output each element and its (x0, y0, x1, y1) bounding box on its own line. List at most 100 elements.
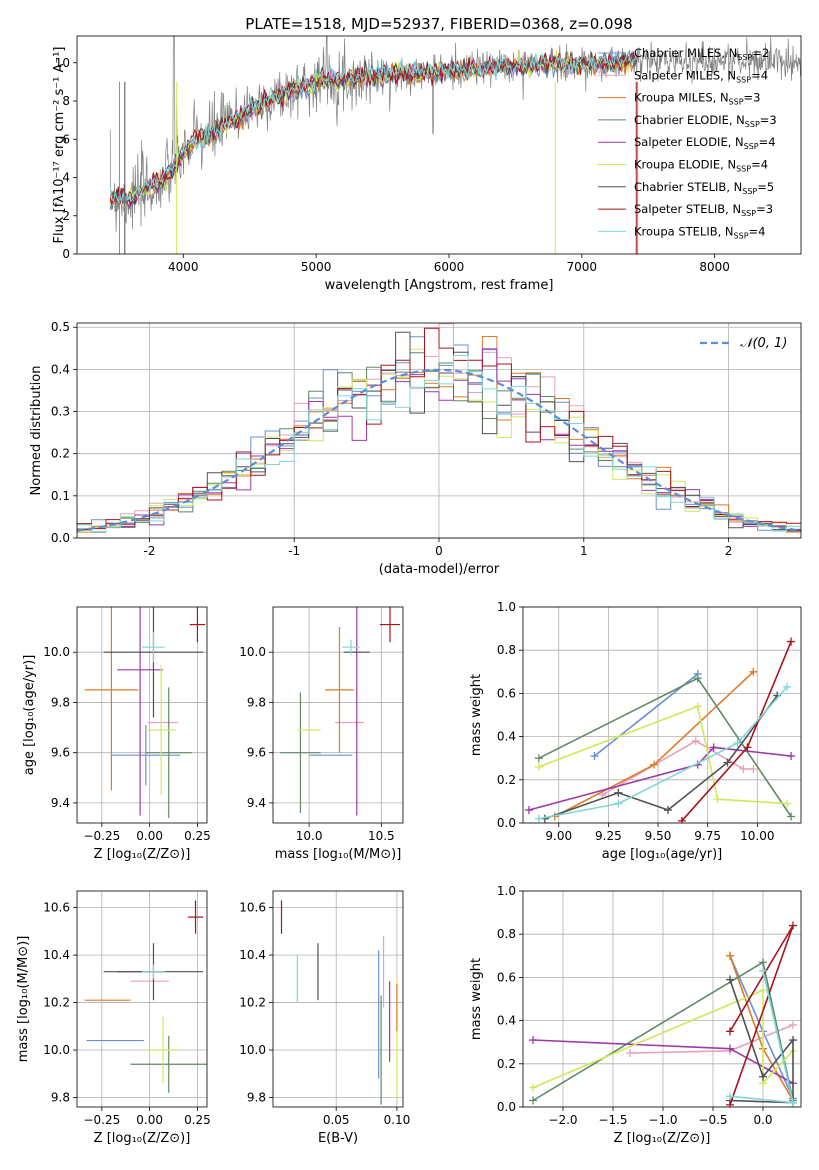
x-tick-label: −0.25 (83, 829, 120, 843)
y-tick-label: 0.0 (497, 816, 516, 830)
axes-frame (522, 890, 802, 1108)
y-tick-label: 9.8 (51, 695, 70, 709)
y-tick-label: 10.6 (239, 901, 266, 915)
x-tick-label: 0.10 (384, 1113, 411, 1127)
y-tick-label: 1.0 (497, 600, 516, 614)
plot-area (109, 36, 801, 254)
x-tick-label: 1 (580, 544, 588, 558)
chart-mass-vs-Z: −0.25 0.00 0.25 9.8 10.0 10.2 10.4 10.6 Z [log₁₀… (16, 890, 211, 1146)
weight-marker (749, 765, 758, 773)
x-tick-label: 0.25 (184, 1113, 211, 1127)
histogram-series (77, 355, 801, 538)
legend-entry: Chabrier MILES, NSSP=2 (634, 46, 769, 62)
legend-entry: Salpeter MILES, NSSP=4 (634, 68, 768, 84)
y-tick-label: 0.1 (51, 489, 70, 503)
weight-marker (759, 986, 767, 995)
y-tick-label: 9.4 (247, 796, 266, 810)
y-tick-label: 0.6 (497, 970, 516, 984)
plot-area (77, 323, 801, 538)
weight-marker (789, 921, 797, 930)
y-tick-label: 10.2 (239, 996, 266, 1010)
weight-marker (677, 816, 686, 823)
weight-marker (787, 812, 796, 821)
y-tick-label: 0.6 (497, 686, 516, 700)
y-tick-label: 10.0 (43, 1043, 70, 1057)
weight-marker (726, 1092, 734, 1101)
weight-marker (787, 637, 796, 646)
x-tick-label: -2 (143, 544, 155, 558)
model-line (109, 50, 637, 204)
weight-series (528, 746, 792, 811)
weight-marker (614, 788, 623, 797)
weight-marker (739, 765, 748, 773)
x-tick-label: −1.0 (648, 1113, 677, 1127)
x-tick-label: 0.00 (136, 1113, 163, 1127)
weight-marker (650, 760, 659, 769)
axes-frame (522, 606, 802, 824)
y-tick-label: 0.8 (497, 643, 516, 657)
chart-weight-vs-age: 9.00 9.25 9.50 9.75 10.00 0.0 0.2 0.4 0.6 0.8 1.0 a… (469, 600, 802, 862)
weight-marker (733, 739, 742, 748)
y-tick-label: 0.4 (51, 362, 70, 376)
x-tick-label: 9.50 (645, 829, 672, 843)
y-tick-label: 0.2 (497, 1057, 516, 1071)
plot-area (84, 900, 207, 1093)
model-line (110, 52, 637, 206)
y-tick-label: 0.0 (51, 531, 70, 545)
y-tick-label: 0.8 (497, 927, 516, 941)
y-tick-label: 10.0 (239, 645, 266, 659)
x-axis-label: wavelength [Angstrom, rest frame] (325, 278, 554, 293)
legend-entry: Chabrier ELODIE, NSSP=3 (634, 113, 777, 129)
x-axis-label: Z [log₁₀(Z/Z⊙)] (94, 847, 191, 862)
legend-entry: 𝒩(0, 1) (740, 336, 787, 351)
x-tick-label: 10.5 (368, 829, 395, 843)
x-tick-label: 9.25 (595, 829, 622, 843)
weight-marker (759, 966, 767, 975)
x-tick-label: 0.00 (136, 829, 163, 843)
weight-marker (534, 754, 543, 763)
x-axis-label: age [log₁₀(age/yr)] (602, 847, 723, 862)
plot-area (524, 637, 796, 823)
weight-marker (759, 1072, 767, 1081)
y-tick-label: 9.6 (51, 746, 70, 760)
x-tick-label: 5000 (301, 260, 332, 274)
weight-marker (789, 1098, 797, 1107)
x-axis-label: mass [log₁₀(M/M⊙)] (275, 847, 402, 862)
plot-area (84, 607, 206, 818)
y-tick-label: 2 (62, 209, 70, 223)
y-tick-label: 8 (62, 94, 70, 108)
y-tick-label: 9.8 (247, 695, 266, 709)
axes-frame (76, 606, 208, 824)
weight-marker (783, 682, 792, 691)
axes-frame (76, 322, 802, 539)
x-tick-label: −0.25 (83, 1113, 120, 1127)
x-tick-label: -1 (288, 544, 300, 558)
chart-age-vs-mass: 10.0 10.5 9.4 9.6 9.8 10.0 mass [log₁₀(M/M⊙)] (239, 606, 404, 862)
y-axis-label: Flux [fλ10⁻¹⁷ erg cm⁻² s⁻¹ A⁻¹] (52, 47, 67, 244)
y-tick-label: 9.4 (51, 796, 70, 810)
weight-series (681, 641, 792, 822)
chart-weight-vs-Z: −2.0 −1.5 −1.0 −0.5 0.0 0.0 0.2 0.4 0.6 0.8 1.0 Z [… (469, 884, 802, 1146)
x-tick-label: 8000 (699, 260, 730, 274)
y-axis-label: mass [log₁₀(M/M⊙)] (16, 936, 31, 1063)
weight-marker (663, 806, 672, 815)
normal-curve (77, 368, 801, 532)
weight-marker (713, 795, 722, 804)
weight-marker (789, 1020, 797, 1029)
x-tick-label: 6000 (434, 260, 465, 274)
legend-entry: Kroupa ELODIE, NSSP=4 (634, 158, 768, 174)
y-tick-label: 4 (62, 171, 70, 185)
weight-series (532, 989, 794, 1089)
model-line (109, 52, 637, 207)
plot-area (529, 921, 797, 1107)
weight-marker (789, 1036, 797, 1045)
legend-entry: Kroupa STELIB, NSSP=4 (634, 224, 765, 240)
x-tick-label: −2.0 (548, 1113, 577, 1127)
x-tick-label: 9.00 (545, 829, 572, 843)
x-tick-label: 4000 (168, 260, 199, 274)
weight-marker (529, 1036, 537, 1045)
x-tick-label: 0.25 (184, 829, 211, 843)
x-tick-label: −0.5 (698, 1113, 727, 1127)
y-tick-label: 1.0 (497, 884, 516, 898)
y-axis-label: mass weight (469, 674, 484, 756)
